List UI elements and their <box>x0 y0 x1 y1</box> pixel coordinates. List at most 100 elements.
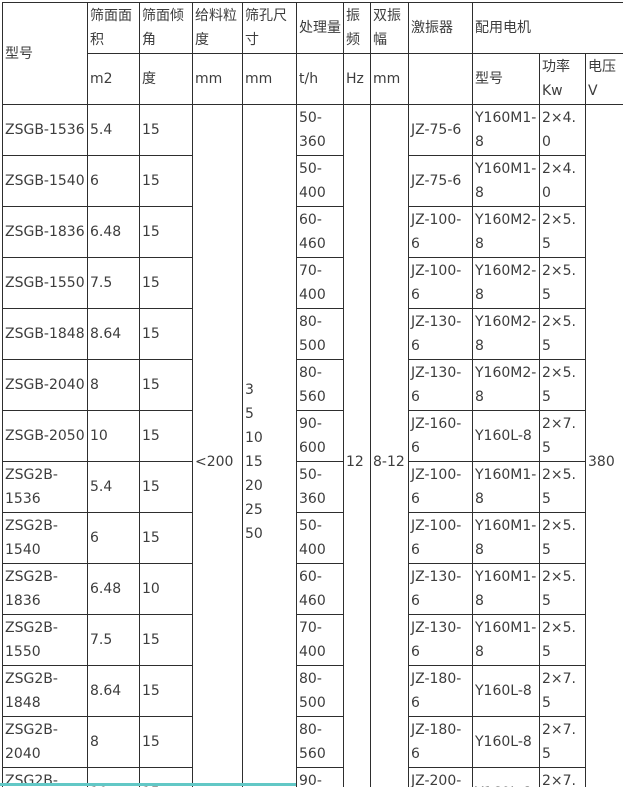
capacity-cell: 60-460 <box>296 563 344 615</box>
angle-cell: 15 <box>139 767 193 787</box>
exciter-cell: JZ-75-6 <box>408 155 473 207</box>
motor-power-cell: 2×7.5 <box>539 767 586 787</box>
area-cell: 7.5 <box>87 614 140 666</box>
header-sieve-size: 筛孔尺寸 <box>242 2 297 54</box>
area-cell: 5.4 <box>87 461 140 513</box>
exciter-cell: JZ-130-6 <box>408 563 473 615</box>
table-row: ZSG2B-2040 8 15 80-560 JZ-180-6 Y160L-8 … <box>2 716 623 768</box>
motor-model-cell: Y160M2-8 <box>472 359 540 411</box>
model-cell: ZSGB-1536 <box>2 104 88 156</box>
table-row: ZSGB-1550 7.5 15 70-400 JZ-100-6 Y160M2-… <box>2 257 623 309</box>
header-amplitude: 双振幅 <box>370 2 409 54</box>
motor-model-cell: Y160M1-8 <box>472 614 540 666</box>
angle-cell: 15 <box>139 665 193 717</box>
capacity-cell: 90-600 <box>296 410 344 462</box>
exciter-cell: JZ-130-6 <box>408 308 473 360</box>
motor-model-cell: Y160M1-8 <box>472 155 540 207</box>
motor-model-cell: Y160L-8 <box>472 716 540 768</box>
exciter-cell: JZ-160-6 <box>408 410 473 462</box>
motor-model-cell: Y160M2-8 <box>472 257 540 309</box>
motor-model-cell: Y160M2-8 <box>472 206 540 258</box>
angle-cell: 15 <box>139 308 193 360</box>
motor-model-cell: Y160L-8 <box>472 665 540 717</box>
table-row: ZSGB-2040 8 15 80-560 JZ-130-6 Y160M2-8 … <box>2 359 623 411</box>
header-feed-size: 给料粒度 <box>192 2 243 54</box>
table-row: ZSG2B-1550 7.5 15 70-400 JZ-130-6 Y160M1… <box>2 614 623 666</box>
header-screen-area: 筛面面积 <box>87 2 140 54</box>
teal-divider-line <box>0 783 296 786</box>
exciter-cell: JZ-130-6 <box>408 359 473 411</box>
table-row: ZSGB-2050 10 15 90-600 JZ-160-6 Y160L-8 … <box>2 410 623 462</box>
unit-angle: 度 <box>139 53 193 105</box>
sieve-sizes-merged-cell: 3 5 10 15 20 25 50 <box>242 104 297 787</box>
exciter-cell: JZ-130-6 <box>408 614 473 666</box>
capacity-cell: 80-500 <box>296 308 344 360</box>
table-row: ZSG2B-1540 6 15 50-400 JZ-100-6 Y160M1-8… <box>2 512 623 564</box>
header-model: 型号 <box>2 2 88 105</box>
header-screen-angle: 筛面倾角 <box>139 2 193 54</box>
motor-power-cell: 2×4.0 <box>539 104 586 156</box>
motor-model-cell: Y160M1-8 <box>472 461 540 513</box>
header-motor-model: 型号 <box>472 53 540 105</box>
model-cell: ZSG2B-1536 <box>2 461 88 513</box>
area-cell: 6.48 <box>87 206 140 258</box>
area-cell: 7.5 <box>87 257 140 309</box>
angle-cell: 10 <box>139 563 193 615</box>
model-cell: ZSGB-1836 <box>2 206 88 258</box>
model-cell: ZSG2B-1550 <box>2 614 88 666</box>
motor-power-cell: 2×4.0 <box>539 155 586 207</box>
motor-power-cell: 2×5.5 <box>539 614 586 666</box>
capacity-cell: 90-600 <box>296 767 344 787</box>
area-cell: 6 <box>87 155 140 207</box>
angle-cell: 15 <box>139 716 193 768</box>
unit-area: m2 <box>87 53 140 105</box>
header-exciter: 激振器 <box>408 2 473 54</box>
exciter-cell: JZ-75-6 <box>408 104 473 156</box>
frequency-merged-cell: 12 <box>343 104 371 787</box>
area-cell: 6.48 <box>87 563 140 615</box>
angle-cell: 15 <box>139 512 193 564</box>
exciter-cell: JZ-180-6 <box>408 716 473 768</box>
motor-power-cell: 2×5.5 <box>539 563 586 615</box>
exciter-cell: JZ-200-6 <box>408 767 473 787</box>
model-cell: ZSG2B-1836 <box>2 563 88 615</box>
model-cell: ZSGB-1848 <box>2 308 88 360</box>
table-row: ZSG2B-1836 6.48 10 60-460 JZ-130-6 Y160M… <box>2 563 623 615</box>
unit-capacity: t/h <box>296 53 344 105</box>
capacity-cell: 50-400 <box>296 155 344 207</box>
feed-size-merged-cell: <200 <box>192 104 243 787</box>
motor-power-cell: 2×7.5 <box>539 716 586 768</box>
model-cell: ZSGB-2040 <box>2 359 88 411</box>
exciter-cell: JZ-100-6 <box>408 512 473 564</box>
capacity-cell: 60-460 <box>296 206 344 258</box>
capacity-cell: 70-400 <box>296 614 344 666</box>
motor-model-cell: Y160L-8 <box>472 410 540 462</box>
capacity-cell: 80-560 <box>296 716 344 768</box>
area-cell: 8 <box>87 716 140 768</box>
capacity-cell: 80-560 <box>296 359 344 411</box>
area-cell: 10 <box>87 410 140 462</box>
motor-power-cell: 2×7.5 <box>539 410 586 462</box>
header-motor-power: 功率Kw <box>539 53 586 105</box>
exciter-cell: JZ-100-6 <box>408 257 473 309</box>
table-row: ZSGB-1848 8.64 15 80-500 JZ-130-6 Y160M2… <box>2 308 623 360</box>
unit-frequency: Hz <box>343 53 371 105</box>
exciter-cell: JZ-100-6 <box>408 461 473 513</box>
header-capacity: 处理量 <box>296 2 344 54</box>
table-row: ZSG2B-2050 10 15 90-600 JZ-200-6 Y160L-8… <box>2 767 623 787</box>
motor-model-cell: Y160M1-8 <box>472 512 540 564</box>
unit-feed: mm <box>192 53 243 105</box>
model-cell: ZSG2B-1540 <box>2 512 88 564</box>
voltage-merged-cell: 380 <box>584 104 623 787</box>
table-row: ZSG2B-1848 8.64 15 80-500 JZ-180-6 Y160L… <box>2 665 623 717</box>
capacity-cell: 80-500 <box>296 665 344 717</box>
capacity-cell: 70-400 <box>296 257 344 309</box>
table-row: ZSGB-1836 6.48 15 60-460 JZ-100-6 Y160M2… <box>2 206 623 258</box>
table-row: ZSGB-1536 5.4 15 <200 3 5 10 15 20 25 50… <box>2 104 623 787</box>
angle-cell: 15 <box>139 410 193 462</box>
model-cell: ZSGB-2050 <box>2 410 88 462</box>
table-row: ZSGB-1540 6 15 50-400 JZ-75-6 Y160M1-8 2… <box>2 155 623 207</box>
header-frequency: 振频 <box>343 2 371 54</box>
